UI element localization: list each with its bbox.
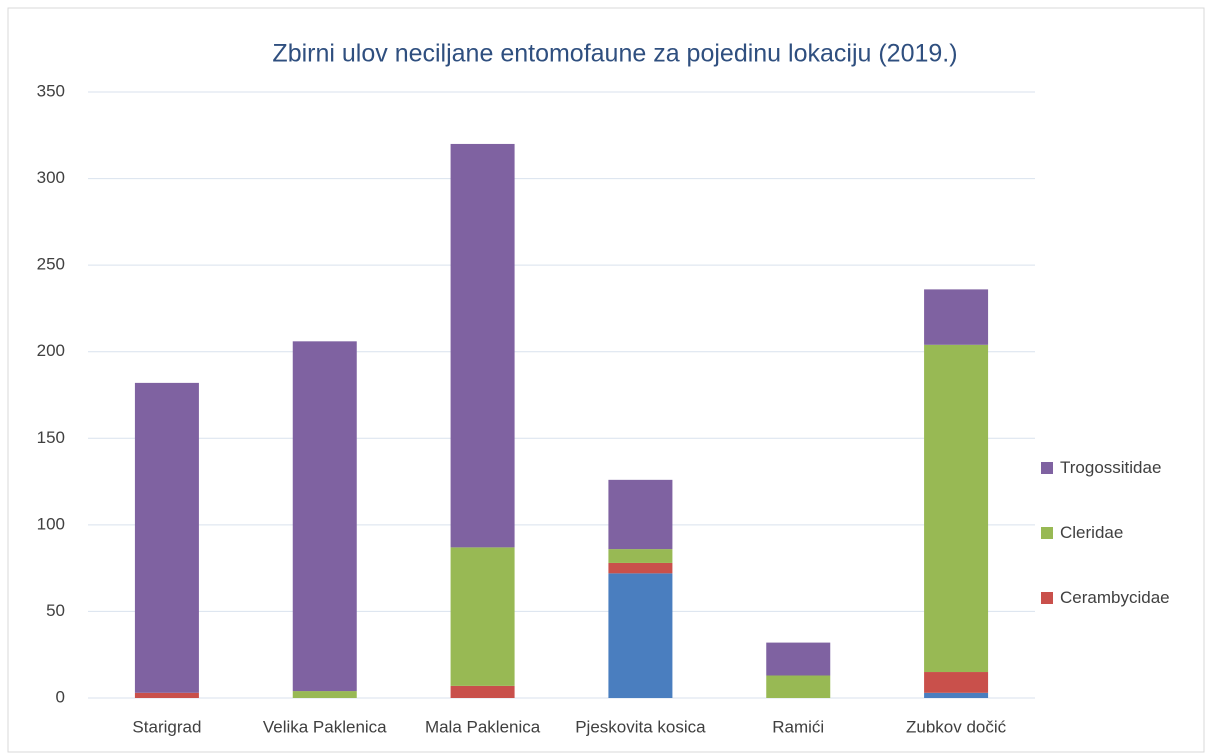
- legend-label: Trogossitidae: [1060, 458, 1162, 477]
- bar-segment: [924, 692, 989, 698]
- bar-segment: [766, 642, 831, 676]
- bar-segment: [450, 547, 515, 686]
- bar-segment: [924, 344, 989, 673]
- bar-segment: [292, 691, 357, 698]
- legend-label: Cleridae: [1060, 523, 1124, 542]
- bar-segment: [608, 573, 673, 698]
- x-tick-label: Mala Paklenica: [425, 717, 541, 736]
- legend-label: Cerambycidae: [1060, 588, 1170, 607]
- y-tick-label: 250: [37, 255, 65, 274]
- chart-border: [7, 7, 1205, 753]
- bar-segment: [608, 479, 673, 550]
- y-tick-label: 150: [37, 428, 65, 447]
- x-tick-label: Pjeskovita kosica: [575, 717, 706, 736]
- y-tick-label: 200: [37, 341, 65, 360]
- legend-swatch: [1041, 527, 1053, 539]
- chart-title: Zbirni ulov neciljane entomofaune za poj…: [272, 40, 957, 68]
- bar-segment: [450, 143, 515, 548]
- y-tick-label: 300: [37, 168, 65, 187]
- y-tick-label: 350: [37, 81, 65, 100]
- x-tick-label: Ramići: [772, 717, 824, 736]
- x-tick-label: Velika Paklenica: [263, 717, 387, 736]
- bar-segment: [608, 562, 673, 574]
- legend-swatch: [1041, 592, 1053, 604]
- bar-segment: [450, 685, 515, 698]
- x-tick-label: Zubkov dočić: [906, 717, 1007, 736]
- bar-segment: [924, 672, 989, 693]
- y-tick-label: 50: [46, 601, 65, 620]
- y-tick-label: 0: [56, 687, 65, 706]
- bar-segment: [134, 692, 199, 698]
- bar-segment: [766, 675, 831, 698]
- bar-segment: [924, 289, 989, 345]
- bar-segment: [292, 341, 357, 692]
- bar-segment: [134, 382, 199, 693]
- y-tick-label: 100: [37, 514, 65, 533]
- legend-swatch: [1041, 462, 1053, 474]
- x-tick-label: Starigrad: [132, 717, 201, 736]
- bar-segment: [608, 549, 673, 563]
